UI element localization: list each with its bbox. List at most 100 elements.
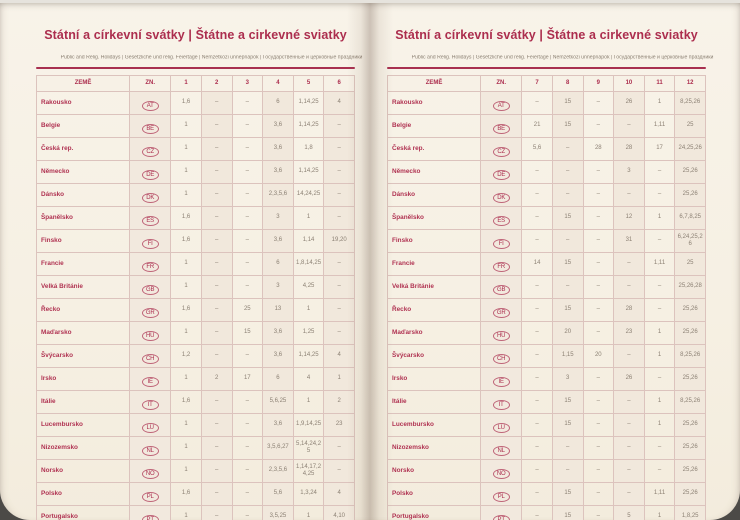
holiday-days-cell: 1,6 (170, 297, 202, 322)
holiday-days-cell: 5,14,24,25 (292, 435, 325, 460)
country-code-cell: IT (129, 389, 172, 414)
country-code-cell: ES (129, 205, 172, 230)
table-row: Itálie IT 1,6– –5,6,25 1 2 (35, 389, 355, 414)
table-row: Portugalsko PT –15–5 1 1,8,25 (386, 504, 706, 520)
country-code-cell: PL (480, 481, 523, 506)
country-name: Lucembursko (386, 412, 482, 437)
country-code-badge: IE (492, 376, 510, 387)
holiday-days-cell: 25,26,28 (674, 274, 706, 299)
country-code-cell: HU (129, 320, 172, 345)
column-header: ZN. (129, 74, 172, 92)
country-name: Řecko (35, 297, 131, 322)
country-code-cell: NL (129, 435, 172, 460)
holiday-days-cell: 26 (613, 90, 645, 115)
holiday-days-cell: – (323, 320, 355, 345)
holiday-days-cell: – (231, 343, 264, 368)
country-code-badge: IT (492, 399, 510, 410)
holiday-days-cell: – (200, 343, 233, 368)
holiday-days-cell: 1 (170, 435, 202, 460)
holiday-days-cell: 3,6 (262, 228, 294, 253)
holiday-days-cell: 25,26 (674, 366, 706, 391)
holiday-days-cell: 1 (292, 205, 325, 230)
holiday-days-cell: – (613, 435, 645, 460)
holiday-days-cell: 1,14,25 (292, 343, 325, 368)
table-row: Nizozemsko NL – – – – –25,26 (386, 435, 706, 460)
holiday-days-cell: 1 (170, 113, 202, 138)
holiday-days-cell: 1,6 (170, 389, 202, 414)
country-code-badge: LU (492, 422, 510, 433)
country-code-cell: NO (129, 458, 172, 483)
holiday-days-cell: 8,25,26 (674, 343, 706, 368)
holiday-days-cell: 4 (323, 343, 355, 368)
holiday-days-cell: 1,11 (643, 481, 676, 506)
table-row: Německo DE – – –3–25,26 (386, 159, 706, 184)
page-subtitle: Public and Relig. Holidays | Gesetzliche… (411, 55, 714, 61)
country-code-cell: PL (129, 481, 172, 506)
holiday-days-cell: 25 (674, 251, 706, 276)
holiday-days-cell: 1 (170, 412, 202, 437)
holiday-days-cell: – (582, 297, 615, 322)
country-name: Španělsko (35, 205, 131, 230)
holiday-days-cell: – (231, 389, 264, 414)
holiday-days-cell: 1,25 (292, 320, 325, 345)
holiday-days-cell: – (521, 412, 553, 437)
table-row: Norsko NO – – – – –25,26 (386, 458, 706, 483)
table-row: Řecko GR 1,6–25 13 1– (35, 297, 355, 322)
holiday-days-cell: – (613, 458, 645, 483)
holiday-days-cell: 24,25,26 (674, 136, 706, 161)
holiday-days-cell: 15 (551, 412, 584, 437)
country-code-badge: FI (492, 238, 510, 249)
holiday-days-cell: 3,6 (262, 113, 294, 138)
country-code-badge: BE (492, 123, 510, 134)
country-code-cell: LU (129, 412, 172, 437)
holiday-days-cell: 12 (613, 205, 645, 230)
country-code-cell: NO (480, 458, 523, 483)
holiday-days-cell: – (582, 504, 615, 520)
holiday-days-cell: – (582, 228, 615, 253)
holiday-days-cell: 1 (170, 504, 202, 520)
holiday-days-cell: – (231, 412, 264, 437)
holiday-days-cell: 1 (643, 90, 676, 115)
holiday-days-cell: 3 (262, 274, 294, 299)
holiday-days-cell: 4,10 (323, 504, 355, 520)
page-title: Státní a církevní svátky | Štátne a cirk… (44, 28, 347, 42)
holiday-days-cell: 1,6 (170, 228, 202, 253)
holiday-days-cell: – (582, 481, 615, 506)
holiday-days-cell: – (613, 251, 645, 276)
holiday-days-cell: – (551, 159, 584, 184)
holiday-days-cell: – (582, 435, 615, 460)
table-row: Lucembursko LU –15– –1 25,26 (386, 412, 706, 437)
country-code-badge: PT (492, 514, 510, 520)
country-code-cell: BE (129, 113, 172, 138)
holiday-days-cell: 3,5,6,27 (262, 435, 294, 460)
country-name: Norsko (35, 458, 131, 483)
country-code-badge: CH (492, 353, 510, 364)
holiday-days-cell: – (231, 458, 264, 483)
country-code-cell: DK (129, 182, 172, 207)
holiday-days-cell: 17 (231, 366, 264, 391)
country-code-cell: GB (480, 274, 523, 299)
holiday-days-cell: – (582, 412, 615, 437)
table-row: Německo DE 1– –3,6 1,14,25– (35, 159, 355, 184)
table-row: Švýcarsko CH 1,2– –3,6 1,14,25 4 (35, 343, 355, 368)
holiday-days-cell: – (231, 504, 264, 520)
country-code-badge: NL (141, 445, 159, 456)
holiday-days-cell: 15 (231, 320, 264, 345)
country-code-badge: GB (492, 284, 510, 295)
holiday-days-cell: – (521, 205, 553, 230)
holiday-days-cell: 15 (551, 297, 584, 322)
country-name: Velká Británie (386, 274, 482, 299)
country-code-cell: NL (480, 435, 523, 460)
holiday-days-cell: – (231, 251, 264, 276)
country-name: Itálie (386, 389, 482, 414)
holiday-days-cell: 1 (170, 159, 202, 184)
holiday-days-cell: 6 (262, 366, 294, 391)
column-header: 4 (262, 74, 294, 92)
country-code-badge: LU (141, 422, 159, 433)
country-code-cell: AT (129, 90, 172, 115)
holiday-days-cell: – (582, 90, 615, 115)
country-name: Rakousko (35, 90, 131, 115)
country-code-badge: PT (141, 514, 159, 520)
holiday-days-cell: 6,7,8,25 (674, 205, 706, 230)
country-code-badge: CH (141, 353, 159, 364)
